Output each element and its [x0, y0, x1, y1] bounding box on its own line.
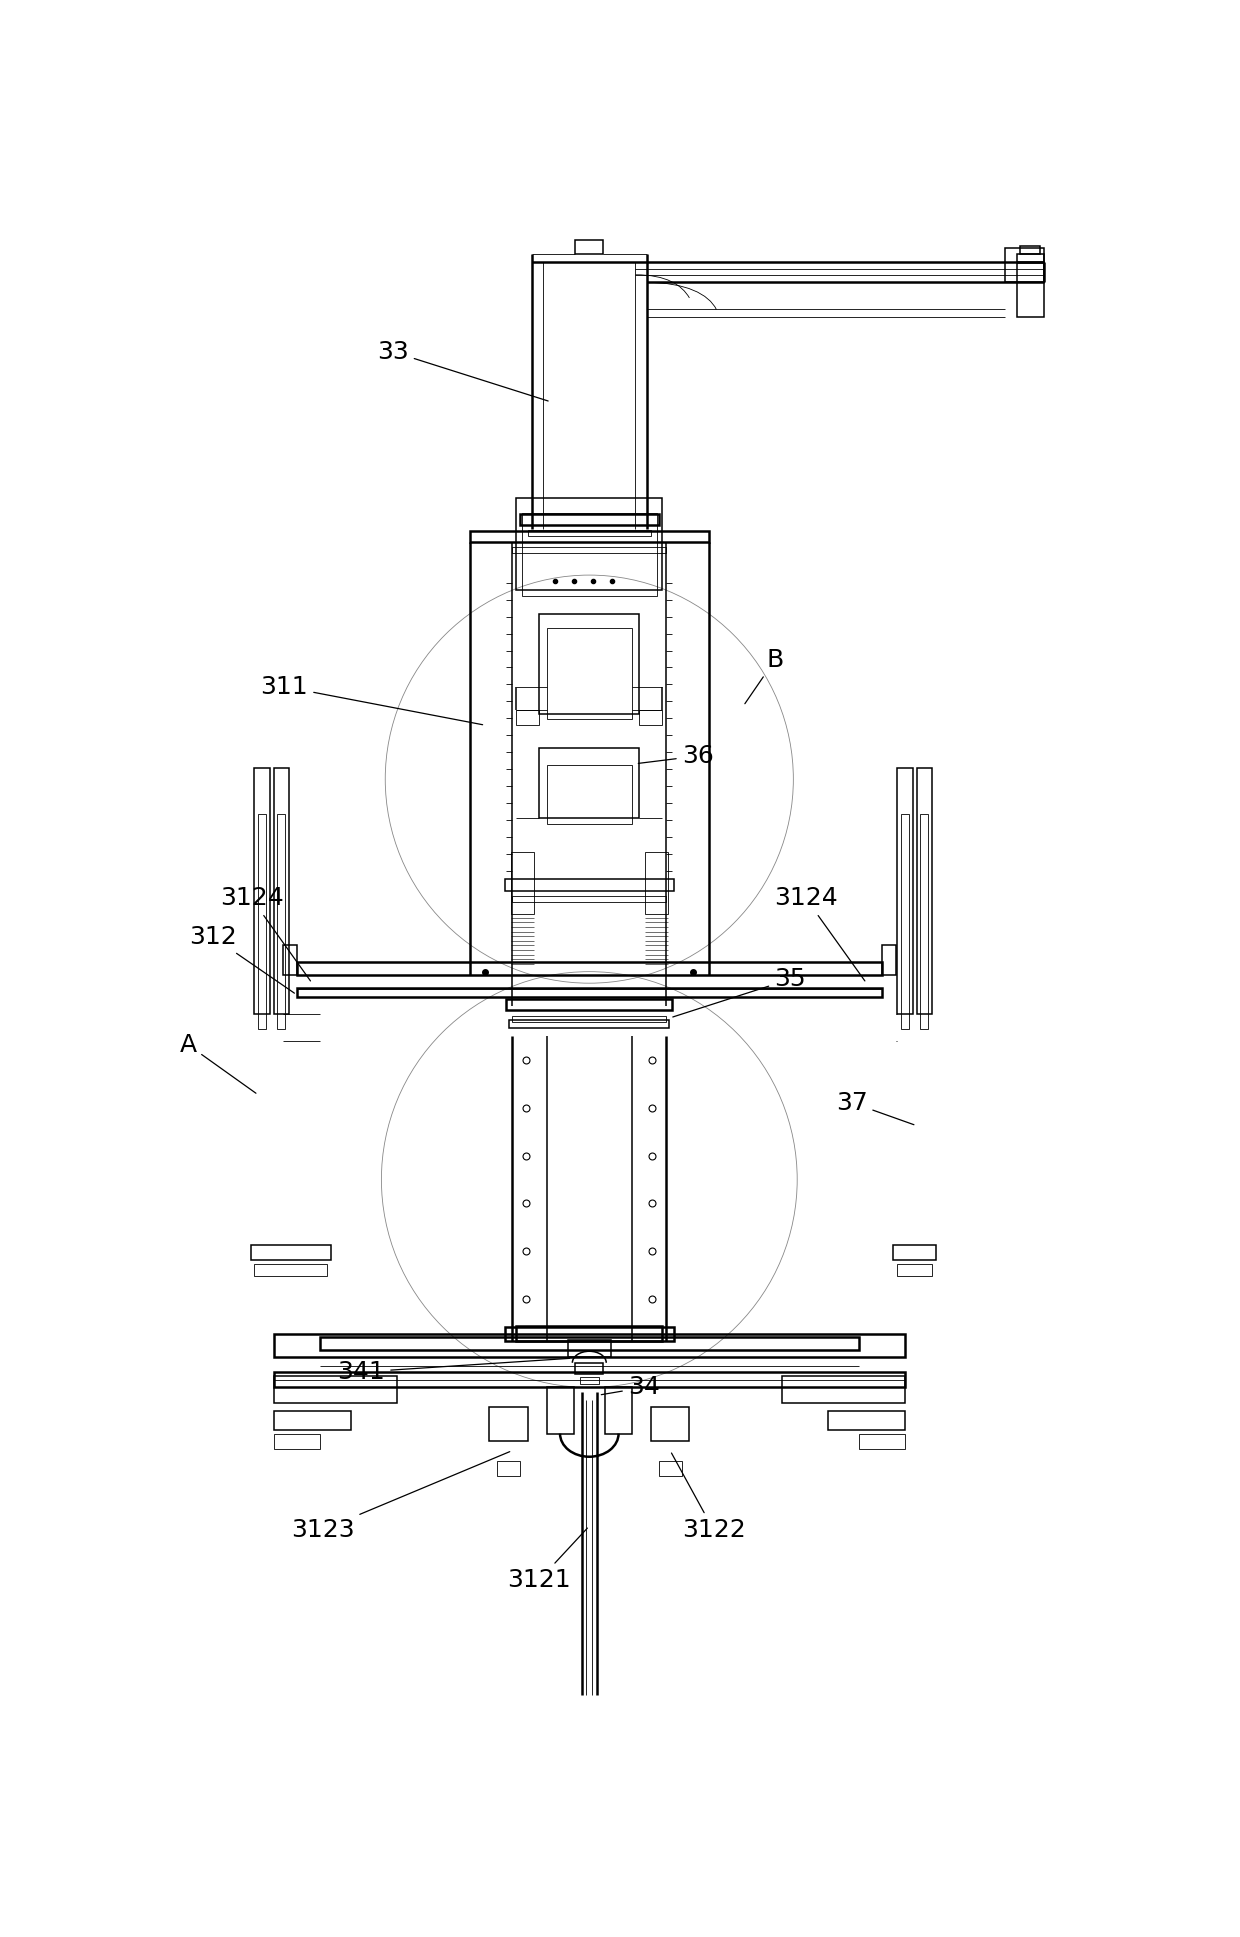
Bar — [516, 1325, 662, 1340]
Bar — [283, 945, 296, 976]
Bar — [516, 498, 662, 591]
Bar — [568, 1340, 611, 1356]
Bar — [254, 1265, 327, 1276]
Bar — [296, 961, 882, 976]
Text: B: B — [745, 647, 784, 703]
Bar — [512, 1015, 666, 1021]
Bar — [547, 628, 631, 719]
Text: 311: 311 — [260, 674, 482, 724]
Bar — [894, 1245, 936, 1261]
Bar — [274, 1333, 905, 1356]
Text: 3124: 3124 — [219, 887, 310, 980]
Text: 3121: 3121 — [507, 1528, 588, 1592]
Bar — [278, 814, 285, 1029]
Text: 34: 34 — [601, 1375, 660, 1399]
Bar — [1017, 254, 1044, 261]
Text: 3123: 3123 — [291, 1451, 510, 1542]
Bar — [520, 513, 658, 525]
Bar — [490, 1406, 528, 1441]
Bar — [901, 814, 909, 1029]
Bar — [511, 852, 534, 914]
Bar — [1021, 246, 1040, 254]
Bar — [658, 1460, 682, 1476]
Bar — [898, 767, 913, 1013]
Text: 3124: 3124 — [774, 887, 864, 980]
Bar — [920, 814, 928, 1029]
Bar — [547, 1387, 574, 1433]
Bar — [1017, 263, 1044, 318]
Bar — [512, 546, 666, 552]
Text: 36: 36 — [639, 744, 713, 769]
Bar — [522, 513, 657, 597]
Bar — [605, 1387, 631, 1433]
Bar — [859, 1433, 905, 1449]
Bar — [497, 1460, 520, 1476]
Bar — [580, 1377, 599, 1385]
Bar — [651, 1406, 689, 1441]
Text: 3122: 3122 — [672, 1453, 745, 1542]
Bar — [645, 852, 668, 914]
Bar — [516, 709, 539, 724]
Bar — [254, 767, 270, 1013]
Bar — [258, 814, 265, 1029]
Bar — [274, 767, 289, 1013]
Bar — [274, 1371, 905, 1387]
Bar — [781, 1375, 905, 1402]
Bar — [274, 1410, 351, 1430]
Bar — [510, 1021, 670, 1029]
Bar — [506, 999, 672, 1009]
Bar — [274, 1375, 397, 1402]
Bar — [250, 1245, 331, 1261]
Text: 37: 37 — [836, 1091, 914, 1125]
Bar — [547, 765, 631, 823]
Text: 312: 312 — [188, 926, 294, 994]
Bar — [882, 945, 895, 976]
Bar — [539, 614, 640, 713]
Text: 33: 33 — [377, 339, 548, 401]
Bar — [505, 1327, 675, 1340]
Text: A: A — [180, 1032, 255, 1092]
Bar — [512, 897, 666, 903]
Bar — [640, 709, 662, 724]
Bar — [505, 879, 675, 891]
Bar — [274, 1433, 320, 1449]
Bar — [1006, 248, 1044, 283]
Bar — [470, 531, 708, 542]
Text: 35: 35 — [673, 967, 806, 1017]
Bar — [320, 1337, 859, 1350]
Bar — [828, 1410, 905, 1430]
Bar — [575, 1364, 603, 1373]
Bar — [296, 988, 882, 998]
Bar — [528, 529, 651, 537]
Bar — [898, 1265, 932, 1276]
Bar — [575, 240, 603, 254]
Text: 341: 341 — [337, 1358, 569, 1385]
Bar — [539, 748, 640, 817]
Bar — [916, 767, 932, 1013]
